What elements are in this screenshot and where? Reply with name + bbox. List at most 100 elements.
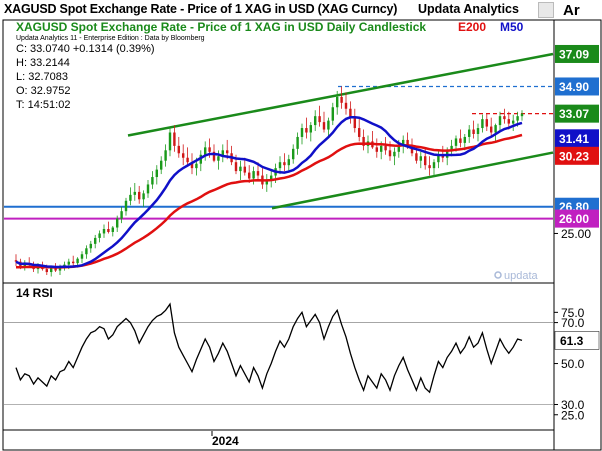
candle-body [124, 200, 128, 212]
candle-body [472, 129, 475, 134]
candle-body [388, 150, 392, 157]
candle-body [173, 132, 176, 146]
candle-body [208, 147, 211, 152]
candle-body [54, 267, 57, 271]
candle-body [507, 119, 511, 124]
candle-body [459, 138, 462, 143]
candle-body [375, 147, 379, 152]
candle-body [111, 227, 115, 232]
candle-body [489, 126, 493, 133]
rsi-title: 14 RSI [16, 286, 53, 300]
price-tag-31.41 [555, 129, 599, 148]
candle-body [437, 154, 440, 163]
candle-body [120, 211, 123, 219]
candle-body [300, 128, 304, 137]
candle-body [419, 156, 423, 161]
title-bar: XAGUSD Spot Exchange Rate - Price of 1 X… [0, 0, 602, 20]
candle-body [291, 148, 295, 160]
x-axis-panel [2, 429, 555, 451]
candle-body [168, 132, 172, 151]
price-panel [2, 19, 555, 284]
candle-body [415, 153, 418, 161]
candle-body [186, 157, 189, 163]
candle-body [221, 150, 225, 157]
price-tag-26.00 [555, 209, 599, 228]
candle-body [269, 175, 273, 181]
candle-body [406, 139, 409, 146]
candle-body [71, 261, 75, 264]
price-tag-label: 30.23 [559, 149, 589, 163]
candle-body [217, 156, 220, 161]
candle-body [212, 151, 216, 161]
price-tag-label: 33.07 [559, 107, 589, 121]
candle-body [467, 129, 471, 137]
candle-body [516, 116, 519, 121]
candle-body [283, 162, 286, 166]
annotation-label: Ar [563, 2, 580, 19]
rsi-y-tick-label: 70.0 [561, 316, 585, 330]
candle-body [362, 136, 365, 146]
candle-body [432, 162, 436, 169]
price-tag-30.23 [555, 146, 599, 165]
candle-body [155, 169, 159, 178]
candle-body [481, 119, 484, 129]
rsi-last-value: 61.3 [560, 334, 584, 348]
series-legend: XAGUSD Spot Exchange Rate - Price of 1 X… [16, 20, 426, 34]
time-readout: T: 14:51:02 [16, 99, 70, 111]
window-control-icon[interactable] [538, 2, 554, 18]
updata-watermark: updata [494, 270, 539, 282]
high-readout: H: 33.2144 [16, 57, 70, 69]
candle-body [98, 233, 101, 238]
candle-body [85, 248, 88, 255]
candle-body [256, 171, 260, 176]
candle-body [164, 150, 167, 161]
rsi-panel [2, 282, 555, 431]
candle-body [142, 193, 145, 200]
candle-body [177, 145, 181, 154]
candle-body [49, 267, 53, 273]
price-tag-34.90 [555, 77, 599, 96]
candle-body [129, 194, 132, 201]
rsi-y-tick-label: 25.0 [561, 408, 585, 422]
candle-body [393, 151, 396, 157]
rsi-y-tick-label: 30.0 [561, 398, 585, 412]
watermark-icon [494, 271, 502, 279]
y-tick-label: 25.00 [561, 227, 591, 241]
open-readout: O: 32.9752 [16, 85, 70, 97]
candle-body [107, 229, 110, 232]
candle-body [349, 108, 352, 118]
watermark-text: updata [504, 270, 539, 282]
candle-body [63, 264, 66, 267]
candle-body [102, 229, 106, 234]
rsi-last-tag [554, 331, 600, 350]
ma-legend: M50 [500, 20, 524, 34]
candle-body [511, 120, 515, 124]
candle-body [239, 166, 242, 172]
rsi-y-tick-label: 50.0 [561, 357, 585, 371]
candle-body [401, 139, 405, 146]
candle-body [331, 107, 335, 121]
candle-body [309, 125, 313, 133]
candle-body [14, 260, 18, 262]
price-tag-label: 34.90 [559, 80, 589, 94]
candle-body [243, 166, 247, 173]
candle-body [384, 145, 387, 151]
candle-body [520, 113, 524, 117]
candle-body [357, 128, 361, 137]
candle-body [397, 145, 401, 152]
ma50-line [15, 116, 523, 269]
candle-body [234, 162, 238, 172]
candle-body [313, 116, 317, 126]
price-tag-37.09 [555, 44, 599, 63]
channel-upper-line [127, 52, 554, 137]
price-tag-label: 31.41 [559, 132, 589, 146]
candle-body [80, 254, 84, 259]
data-source-label: Updata Analytics 11 - Enterprise Edition… [16, 35, 205, 42]
candle-body [296, 136, 299, 149]
rsi-y-tick-label: 75.0 [561, 306, 585, 320]
candle-body [379, 145, 383, 152]
candle-body [503, 116, 506, 120]
price-tag-33.07 [555, 104, 599, 123]
close-readout: C: 33.0740 +0.1314 (0.39%) [16, 43, 155, 55]
candle-body [353, 117, 357, 129]
